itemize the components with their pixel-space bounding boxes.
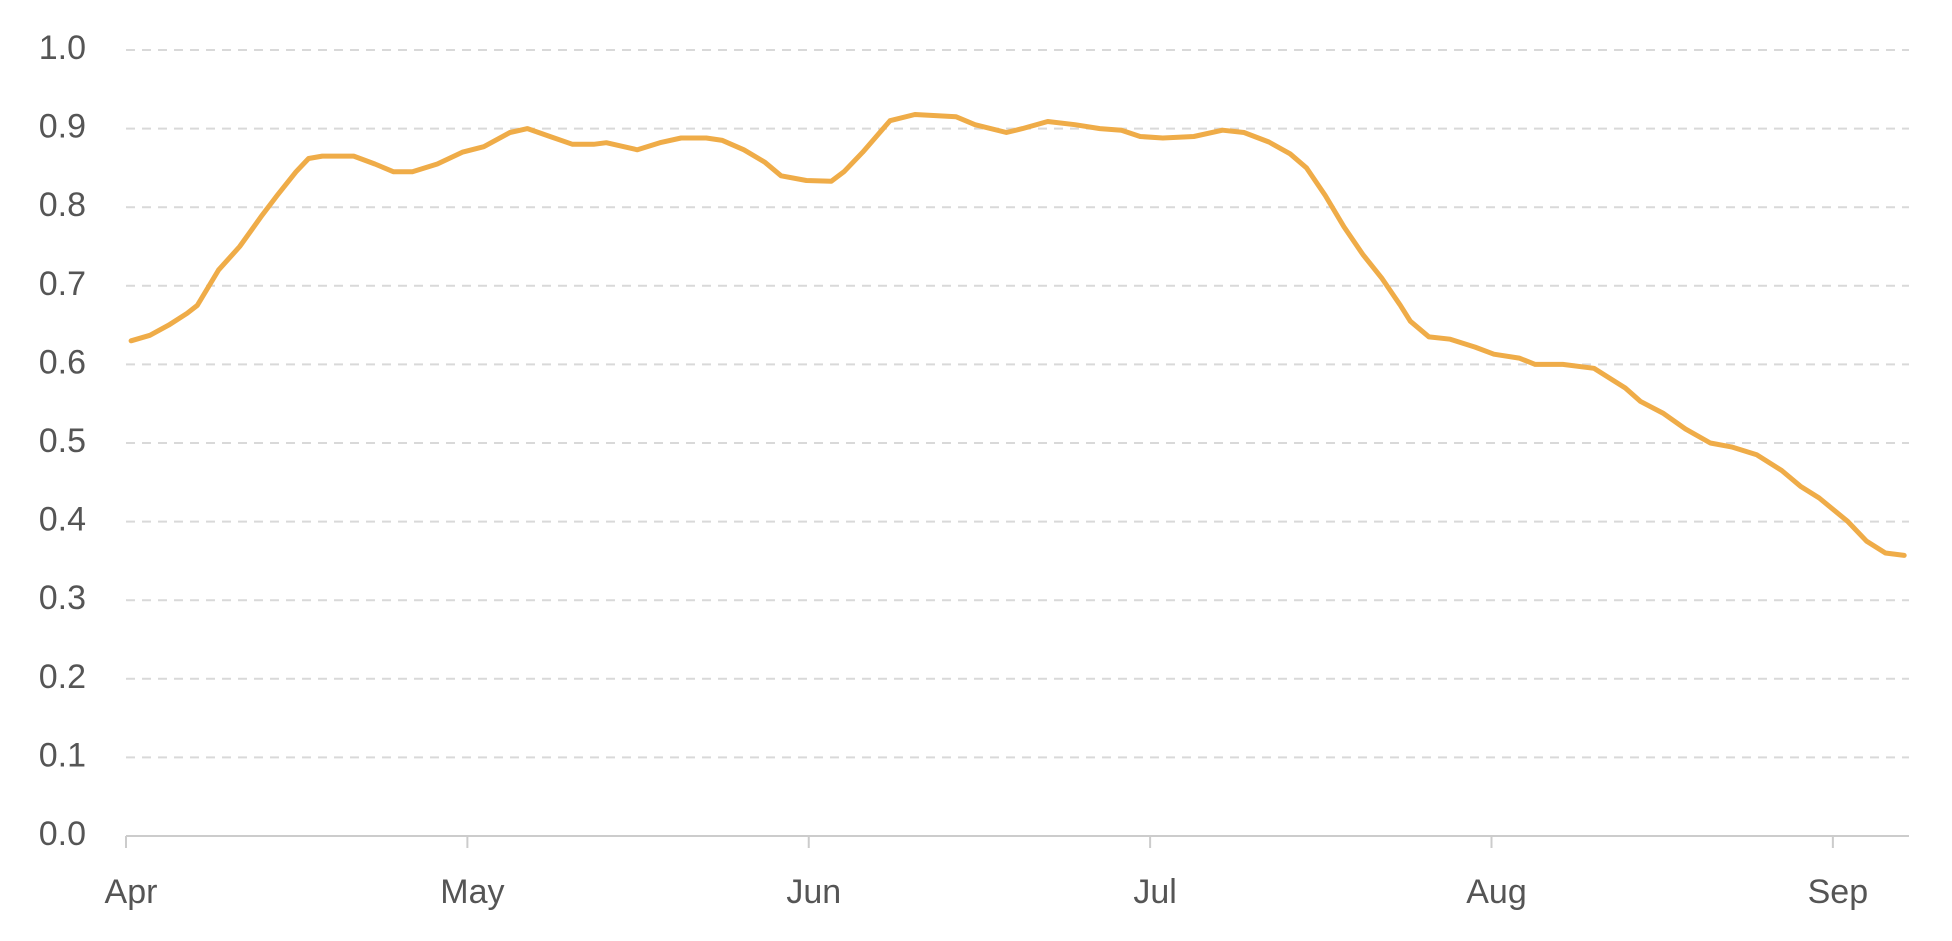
y-tick-label: 0.5 xyxy=(39,422,86,460)
x-tick-label: Sep xyxy=(1808,873,1869,911)
y-tick-label: 0.4 xyxy=(39,501,86,539)
x-tick-label: Apr xyxy=(105,873,158,911)
x-tick-label: May xyxy=(440,873,504,911)
y-tick-label: 0.8 xyxy=(39,186,86,224)
y-tick-label: 0.9 xyxy=(39,108,86,146)
y-tick-label: 0.2 xyxy=(39,658,86,696)
y-tick-label: 1.0 xyxy=(39,29,86,67)
x-tick-label: Jul xyxy=(1133,873,1176,911)
data-line xyxy=(128,112,1907,558)
y-tick-label: 0.7 xyxy=(39,265,86,303)
x-tick-label: Aug xyxy=(1466,873,1527,911)
y-tick-label: 0.3 xyxy=(39,579,86,617)
y-tick-label: 0.1 xyxy=(39,736,86,774)
x-tick-label: Jun xyxy=(786,873,841,911)
y-tick-label: 0.6 xyxy=(39,343,86,381)
y-tick-label: 0.0 xyxy=(39,815,86,853)
